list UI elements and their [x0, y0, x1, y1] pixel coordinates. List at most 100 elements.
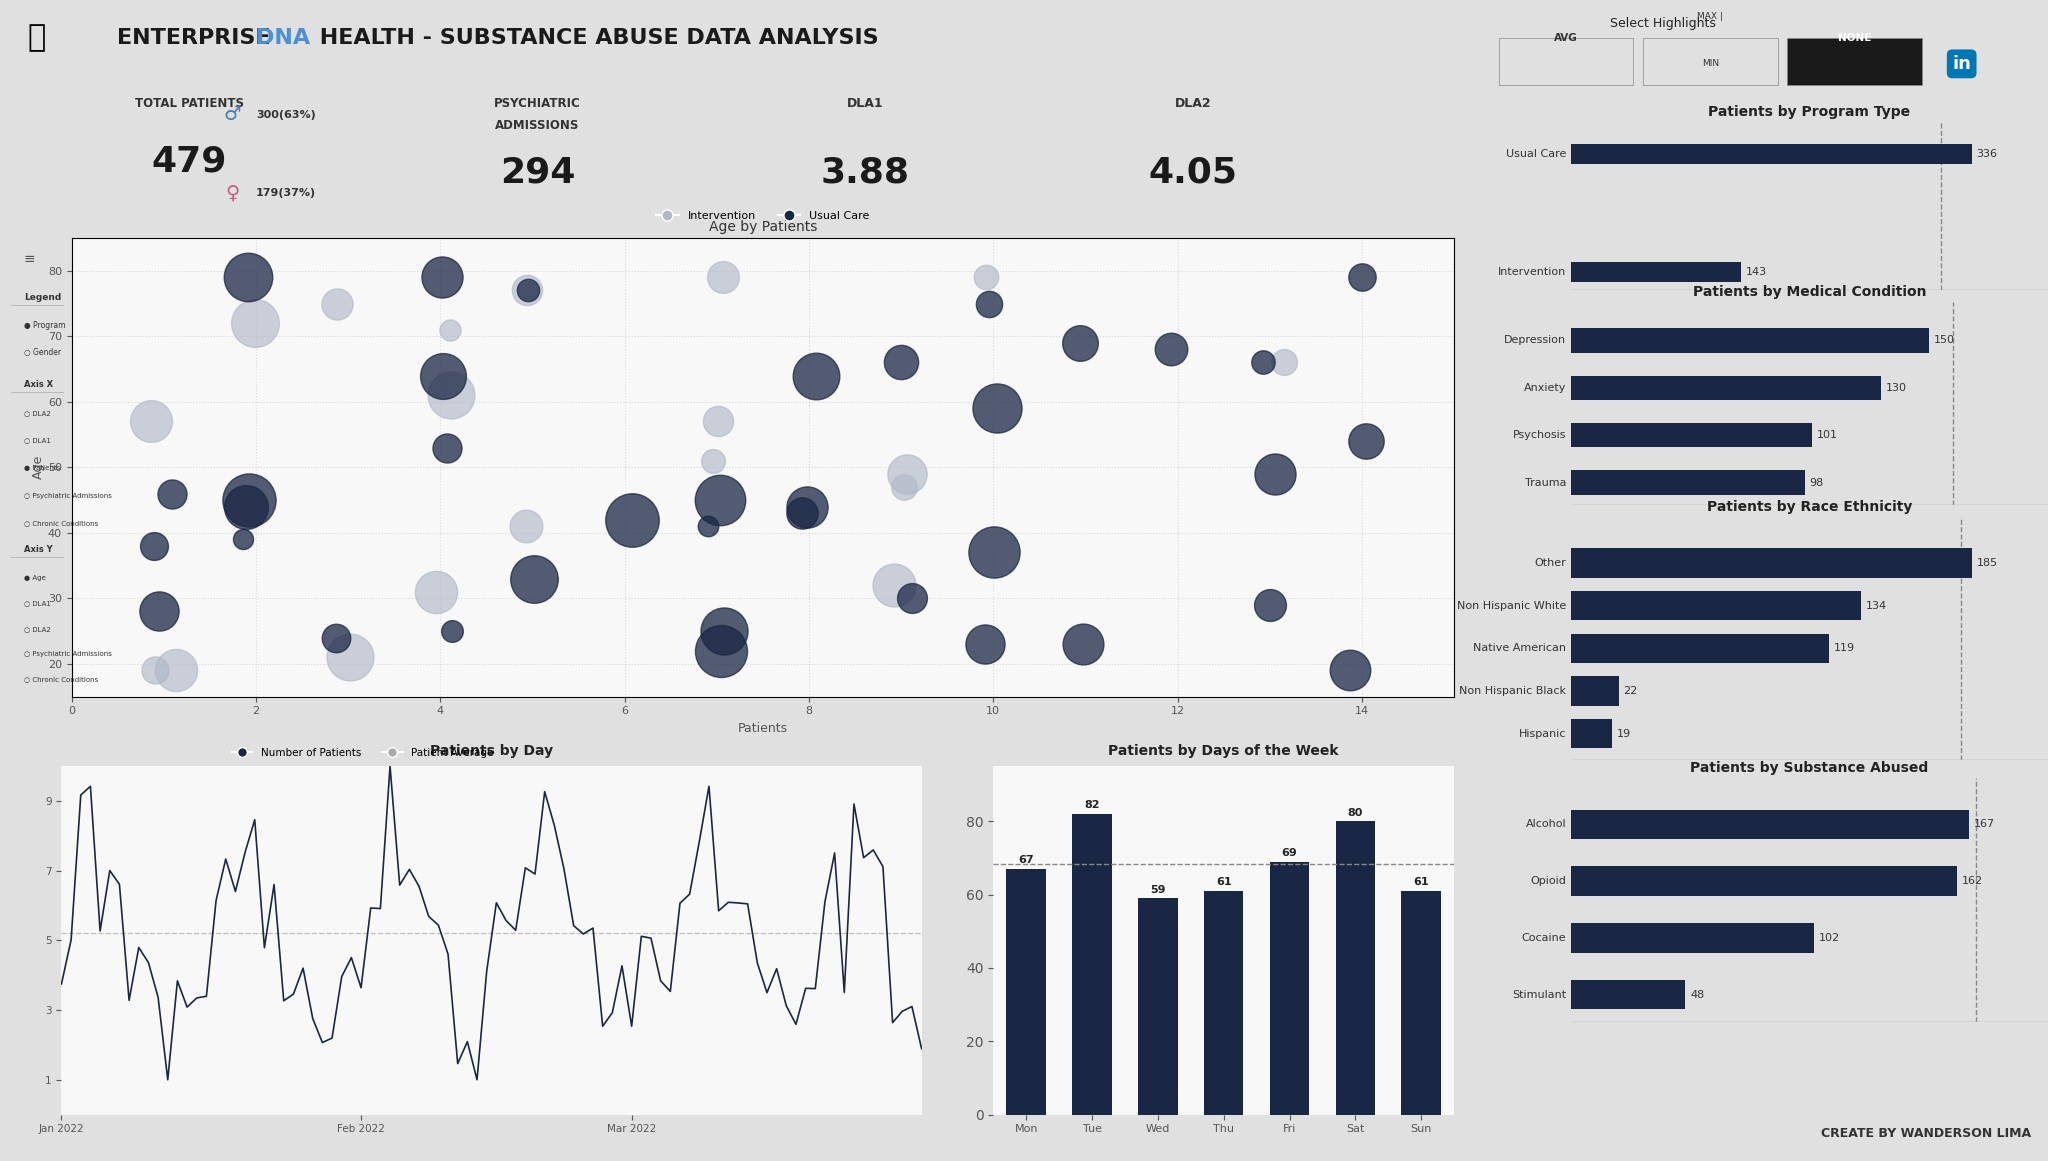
Point [885, 353, 918, 372]
FancyBboxPatch shape [1571, 423, 1812, 447]
Point [227, 531, 260, 549]
Title: Patients by Program Type: Patients by Program Type [1708, 106, 1911, 120]
FancyBboxPatch shape [1571, 548, 1972, 578]
FancyBboxPatch shape [1571, 980, 1686, 1010]
Point [1253, 596, 1286, 614]
Text: 69: 69 [1282, 848, 1296, 858]
Text: AVG: AVG [1554, 33, 1577, 43]
Text: in: in [1952, 55, 1970, 73]
Bar [1073, 814, 1112, 1115]
Point [1260, 464, 1292, 483]
Text: ○ Gender: ○ Gender [25, 348, 61, 358]
Text: 134: 134 [1866, 600, 1888, 611]
FancyBboxPatch shape [1571, 144, 1972, 164]
Text: Trauma: Trauma [1524, 477, 1567, 488]
Text: 59: 59 [1151, 885, 1165, 895]
Point [156, 484, 188, 503]
FancyBboxPatch shape [1571, 677, 1618, 706]
Text: ○ DLA2: ○ DLA2 [25, 626, 51, 632]
Text: ○ Chronic Conditions: ○ Chronic Conditions [25, 520, 98, 526]
Point [231, 268, 264, 287]
Text: 22: 22 [1624, 686, 1638, 695]
Legend: Number of Patients, Patient Average: Number of Patients, Patient Average [227, 743, 498, 762]
Point [143, 603, 176, 621]
Text: 80: 80 [1348, 808, 1364, 817]
Bar [1204, 890, 1243, 1115]
Point [434, 320, 467, 339]
Point [334, 648, 367, 666]
Text: 119: 119 [1833, 643, 1855, 654]
Legend: Intervention, Usual Care: Intervention, Usual Care [651, 207, 874, 225]
FancyBboxPatch shape [1571, 866, 1958, 896]
Text: 102: 102 [1819, 933, 1839, 943]
Text: 179(37%): 179(37%) [256, 188, 315, 199]
Text: ○ DLA2: ○ DLA2 [25, 410, 51, 416]
Text: 67: 67 [1018, 856, 1034, 865]
Bar [1270, 861, 1309, 1115]
Point [1333, 661, 1366, 679]
Text: 4.05: 4.05 [1149, 156, 1237, 189]
Point [512, 281, 545, 300]
Point [1350, 432, 1382, 450]
Title: Patients by Days of the Week: Patients by Days of the Week [1108, 744, 1339, 758]
Title: Age by Patients: Age by Patients [709, 221, 817, 235]
Text: NONE: NONE [1837, 33, 1872, 43]
Point [786, 504, 819, 522]
Text: ● Program: ● Program [25, 320, 66, 330]
Text: ● Age: ● Age [25, 575, 45, 580]
Text: 101: 101 [1817, 431, 1837, 440]
Y-axis label: Age: Age [33, 455, 45, 479]
Bar [1139, 899, 1178, 1115]
Text: ○ DLA1: ○ DLA1 [25, 600, 51, 606]
Point [434, 385, 467, 404]
Text: Legend: Legend [25, 293, 61, 302]
Text: Select Highlights: Select Highlights [1610, 16, 1716, 30]
Text: 61: 61 [1413, 878, 1430, 887]
Bar [1401, 890, 1442, 1115]
Title: Patients by Day: Patients by Day [430, 744, 553, 758]
Point [510, 281, 543, 300]
Text: Non Hispanic White: Non Hispanic White [1456, 600, 1567, 611]
Point [137, 536, 170, 555]
Point [430, 439, 463, 457]
Text: Other: Other [1534, 558, 1567, 568]
FancyBboxPatch shape [1642, 37, 1778, 85]
Point [1067, 635, 1100, 654]
Point [322, 294, 354, 312]
Text: Intervention: Intervention [1497, 267, 1567, 276]
Point [895, 589, 928, 607]
Text: 479: 479 [152, 145, 227, 179]
Point [518, 569, 551, 587]
Point [426, 268, 459, 287]
Text: ADMISSIONS: ADMISSIONS [496, 120, 580, 132]
Point [973, 294, 1006, 312]
Point [969, 635, 1001, 654]
Text: ♂: ♂ [223, 106, 242, 124]
Text: CREATE BY WANDERSON LIMA: CREATE BY WANDERSON LIMA [1821, 1126, 2032, 1140]
Point [160, 661, 193, 679]
Text: 162: 162 [1962, 877, 1982, 886]
Text: DLA1: DLA1 [848, 98, 883, 110]
Text: 130: 130 [1886, 383, 1907, 392]
Text: 48: 48 [1690, 990, 1704, 1000]
FancyBboxPatch shape [1571, 329, 1929, 353]
Point [979, 543, 1012, 562]
Point [887, 477, 920, 496]
Text: ○ Psychiatric Admissions: ○ Psychiatric Admissions [25, 492, 113, 498]
Text: 185: 185 [1976, 558, 1999, 568]
Point [877, 576, 909, 594]
Text: DNA: DNA [256, 28, 311, 48]
Point [510, 517, 543, 535]
Point [1155, 340, 1188, 359]
Point [139, 661, 172, 679]
Text: Hispanic: Hispanic [1518, 729, 1567, 738]
Point [420, 583, 453, 601]
X-axis label: Patients: Patients [737, 722, 788, 735]
Point [426, 367, 459, 385]
Title: Patients by Race Ethnicity: Patients by Race Ethnicity [1706, 500, 1913, 514]
Text: Alcohol: Alcohol [1526, 820, 1567, 829]
FancyBboxPatch shape [1571, 923, 1815, 952]
Point [969, 268, 1001, 287]
Point [702, 412, 735, 431]
Point [1346, 268, 1378, 287]
